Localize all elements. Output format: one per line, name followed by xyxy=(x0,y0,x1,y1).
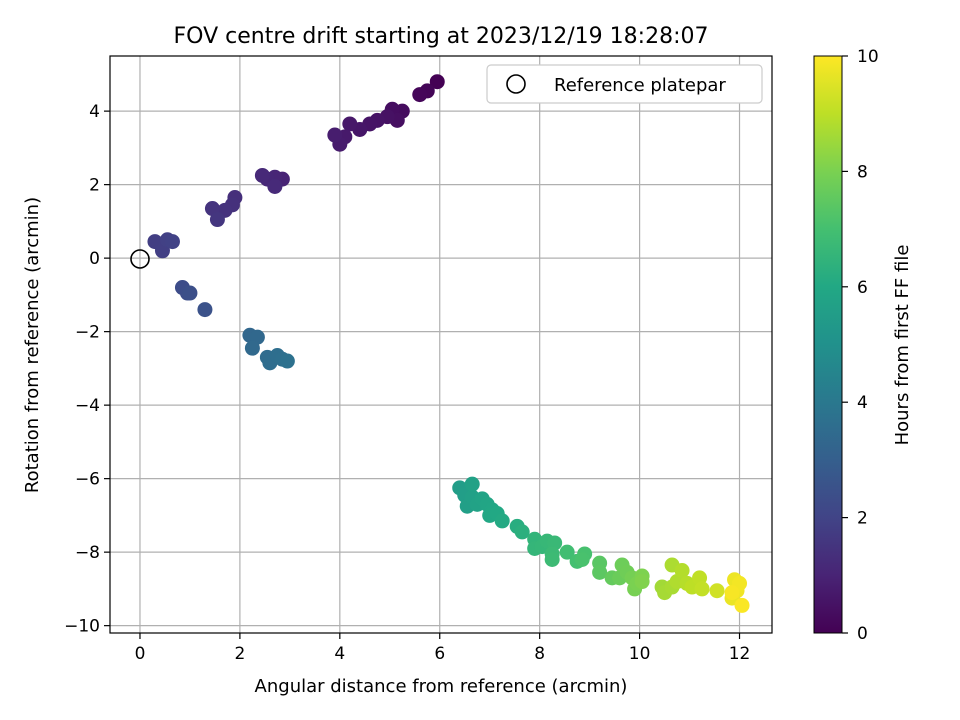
colorbar-label: Hours from first FF file xyxy=(892,245,913,446)
colorbar-tick-label: 0 xyxy=(857,624,868,644)
y-axis-label: Rotation from reference (arcmin) xyxy=(22,197,43,493)
colorbar-ticks: 0 2 4 6 8 10 xyxy=(842,47,879,644)
scatter-point xyxy=(244,340,260,356)
scatter-point xyxy=(209,212,225,228)
reference-point xyxy=(130,249,150,269)
colorbar-tick-label: 2 xyxy=(857,509,868,529)
y-tick-label: −4 xyxy=(75,396,100,416)
colorbar-gradient xyxy=(813,55,843,634)
y-tick-label: −8 xyxy=(75,543,100,563)
scatter-point xyxy=(267,178,283,194)
chart-title: FOV centre drift starting at 2023/12/19 … xyxy=(174,24,709,49)
scatter-point xyxy=(709,583,725,599)
scatter-point xyxy=(574,551,590,567)
scatter-point xyxy=(559,544,575,560)
y-tick-label: −2 xyxy=(75,323,100,343)
scatter-point xyxy=(634,574,650,590)
y-tick-label: 0 xyxy=(89,249,100,269)
legend-marker xyxy=(506,74,526,94)
scatter-point xyxy=(429,74,445,90)
scatter-point xyxy=(164,234,180,250)
x-tick-label: 4 xyxy=(334,644,345,664)
legend-box xyxy=(486,64,763,104)
x-axis-label: Angular distance from reference (arcmin) xyxy=(255,676,628,697)
scatter-point xyxy=(592,564,608,580)
colorbar-tick-label: 6 xyxy=(857,278,868,298)
scatter-point xyxy=(674,563,690,579)
x-tick-label: 2 xyxy=(234,644,245,664)
scatter-point xyxy=(494,513,510,529)
colorbar-tick-label: 8 xyxy=(857,162,868,182)
y-axis: −10 −8 −6 −4 −2 0 2 4 xyxy=(64,102,110,637)
legend: Reference platepar xyxy=(486,64,763,104)
scatter-point xyxy=(342,116,358,132)
scatter-point xyxy=(412,87,428,103)
scatter-points xyxy=(147,74,750,613)
plot-frame xyxy=(109,55,773,634)
scatter-point xyxy=(279,353,295,369)
y-tick-label: −10 xyxy=(64,617,100,637)
x-tick-label: 0 xyxy=(135,644,146,664)
y-tick-label: 4 xyxy=(89,102,100,122)
x-axis: 0 2 4 6 8 10 12 xyxy=(135,633,751,664)
scatter-point xyxy=(544,551,560,567)
colorbar-tick-label: 10 xyxy=(857,47,879,67)
scatter-point xyxy=(734,597,750,613)
scatter-point xyxy=(514,524,530,540)
y-tick-label: 2 xyxy=(89,176,100,196)
colorbar-tick-label: 4 xyxy=(857,393,868,413)
scatter-point xyxy=(197,302,213,318)
scatter-point xyxy=(254,167,270,183)
x-tick-label: 10 xyxy=(629,644,651,664)
scatter-point xyxy=(182,285,198,301)
x-tick-label: 12 xyxy=(729,644,751,664)
x-tick-label: 6 xyxy=(434,644,445,664)
y-tick-label: −6 xyxy=(75,470,100,490)
scatter-point xyxy=(694,581,710,597)
x-tick-label: 8 xyxy=(534,644,545,664)
colorbar: 0 2 4 6 8 10 Hours from first FF file xyxy=(813,47,913,644)
grid xyxy=(110,56,772,633)
scatter-point xyxy=(724,585,740,601)
scatter-point xyxy=(327,127,343,143)
legend-label: Reference platepar xyxy=(554,75,726,96)
scatter-point xyxy=(464,476,480,492)
